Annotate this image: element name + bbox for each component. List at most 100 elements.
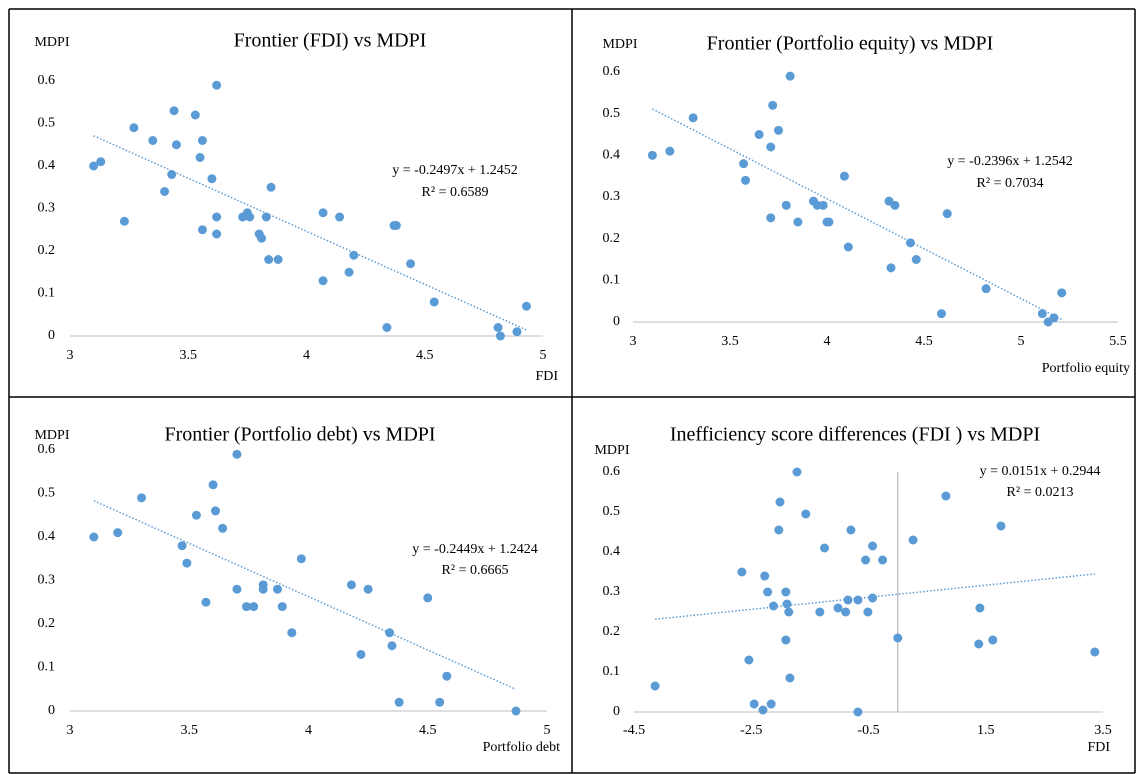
x-tick-label: 3.5 (180, 348, 198, 363)
data-point (774, 525, 784, 535)
x-tick-label: 4.5 (915, 334, 933, 349)
data-point (207, 174, 217, 184)
data-point (113, 528, 123, 538)
data-point (1090, 647, 1100, 657)
y-axis-label: MDPI (594, 443, 629, 458)
y-tick-label: 0 (48, 703, 55, 718)
data-point (423, 593, 433, 603)
x-tick-label: 5 (540, 348, 547, 363)
y-tick-label: 0.4 (38, 158, 56, 173)
x-axis-label: Portfolio equity (1042, 361, 1130, 376)
data-point (766, 213, 776, 223)
data-point (1037, 309, 1047, 319)
x-tick-label: 4 (824, 334, 831, 349)
data-point (824, 217, 834, 227)
data-point (737, 567, 747, 577)
data-point (905, 238, 915, 248)
data-point (781, 587, 791, 597)
data-point (257, 233, 267, 243)
data-point (781, 635, 791, 645)
data-point (754, 130, 764, 139)
data-point (208, 480, 218, 490)
data-point (665, 146, 675, 156)
data-point (996, 521, 1006, 531)
y-tick-label: 0.2 (603, 624, 621, 639)
x-axis-label: FDI (535, 369, 558, 384)
x-axis-label: FDI (1087, 740, 1110, 755)
data-point (261, 212, 271, 222)
data-point (763, 587, 773, 597)
data-point (975, 603, 985, 613)
data-point (868, 593, 878, 603)
data-point (218, 523, 228, 533)
data-point (129, 123, 139, 133)
data-point (853, 707, 863, 717)
data-point (739, 159, 749, 169)
data-point (768, 100, 778, 110)
y-tick-label: 0.6 (603, 464, 621, 479)
x-tick-label: 3.5 (721, 334, 739, 349)
data-point (148, 136, 158, 145)
data-point (942, 209, 952, 219)
data-point (868, 541, 878, 551)
x-tick-label: 5 (1018, 334, 1025, 349)
x-tick-label: -0.5 (857, 723, 879, 738)
data-point (272, 584, 282, 594)
trendline-r2: R² = 0.7034 (977, 176, 1044, 191)
data-point (853, 595, 863, 605)
y-tick-label: 0.3 (38, 201, 56, 216)
data-point (493, 323, 503, 332)
data-point (195, 153, 205, 162)
data-point (974, 639, 984, 649)
data-point (167, 170, 177, 179)
data-point (429, 297, 439, 307)
data-point (769, 601, 779, 611)
data-point (249, 602, 259, 612)
y-tick-label: 0.1 (38, 660, 56, 675)
data-point (296, 554, 306, 564)
data-point (843, 242, 853, 252)
data-point (191, 510, 201, 520)
data-point (387, 641, 397, 651)
data-point (232, 449, 242, 459)
data-point (839, 171, 849, 181)
y-tick-label: 0.2 (38, 243, 56, 258)
x-tick-label: -4.5 (623, 723, 645, 738)
data-point (182, 558, 192, 568)
y-tick-label: 0.5 (38, 116, 56, 131)
x-tick-label: 3 (630, 334, 637, 349)
data-point (801, 509, 811, 519)
data-point (385, 628, 395, 638)
data-point (435, 697, 445, 707)
data-point (197, 225, 207, 235)
data-point (744, 655, 754, 665)
data-point (815, 607, 825, 617)
x-tick-label: 3.5 (181, 723, 199, 738)
trendline-r2: R² = 0.6665 (442, 563, 509, 578)
data-point (356, 649, 366, 659)
data-point (232, 584, 242, 594)
x-tick-label: 4.5 (419, 723, 437, 738)
data-point (981, 284, 991, 294)
y-tick-label: 0.4 (603, 148, 621, 163)
y-tick-label: 0.4 (603, 544, 621, 559)
data-point (287, 628, 297, 638)
data-point (1049, 313, 1059, 323)
x-tick-label: 5.5 (1109, 334, 1127, 349)
y-tick-label: 0 (613, 704, 620, 719)
data-point (264, 255, 274, 264)
data-point (749, 699, 759, 709)
data-point (741, 175, 751, 185)
data-point (782, 599, 792, 609)
data-point (861, 555, 871, 565)
y-tick-label: 0.2 (603, 231, 621, 246)
data-point (792, 467, 802, 477)
data-point (936, 309, 946, 319)
data-point (893, 633, 903, 643)
x-axis-label: Portfolio debt (483, 740, 560, 755)
data-point (843, 595, 853, 605)
chart-title: Inefficiency score differences (FDI ) vs… (670, 424, 1040, 446)
data-point (245, 212, 255, 222)
data-point (212, 229, 222, 239)
data-point (349, 250, 359, 260)
